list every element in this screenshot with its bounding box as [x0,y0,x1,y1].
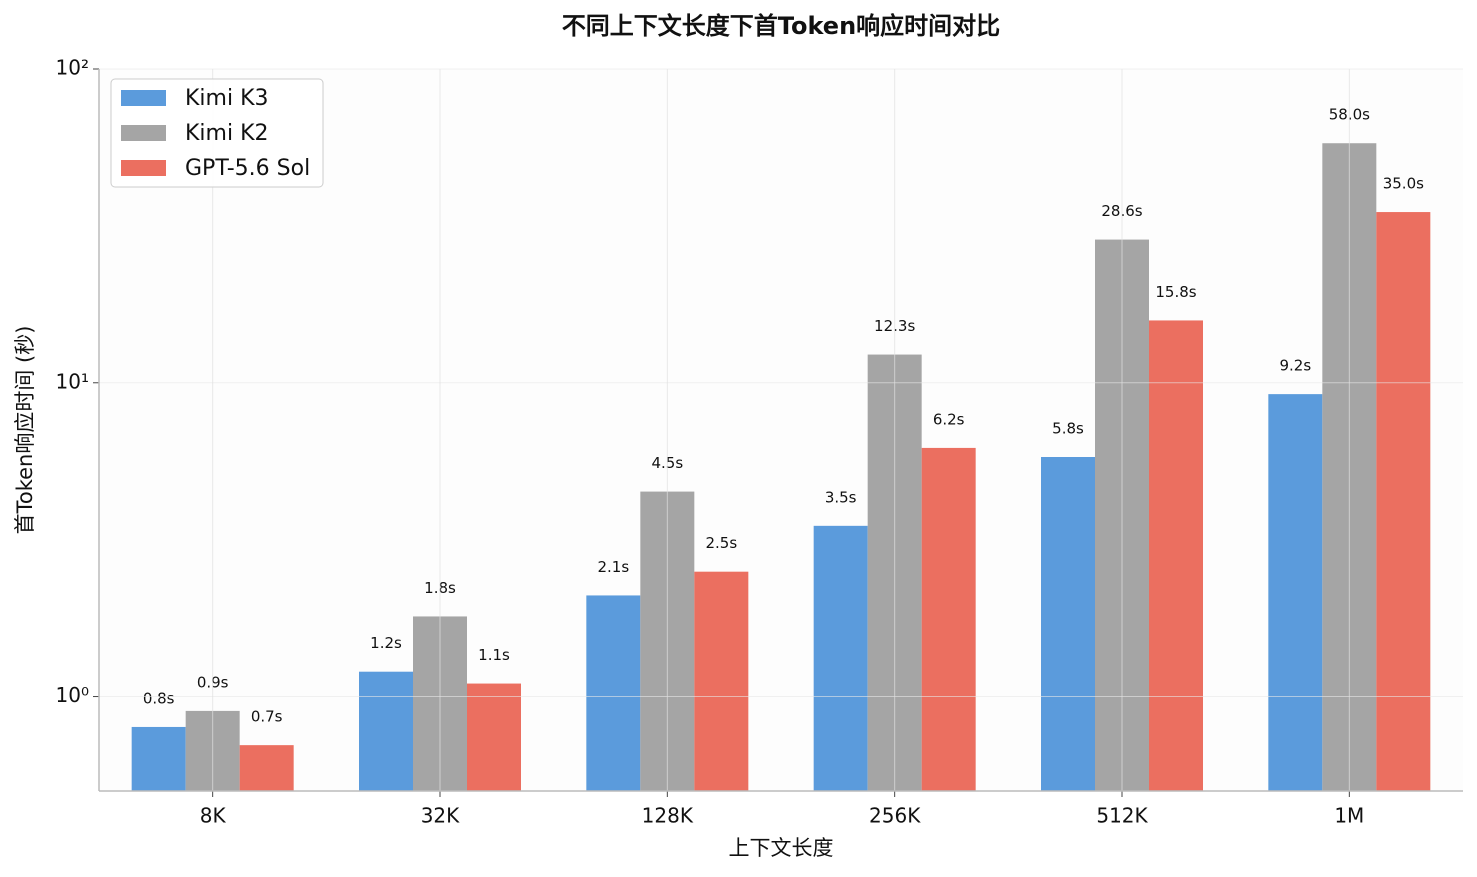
value-label: 1.2s [370,634,402,652]
value-label: 15.8s [1155,283,1196,301]
y-axis-label: 首Token响应时间 (秒) [13,326,37,535]
bar [813,525,868,791]
x-axis-label: 上下文长度 [729,836,834,860]
legend-swatch [121,90,166,106]
value-label: 0.8s [143,689,175,707]
value-label: 2.5s [705,534,737,552]
plot-area [99,69,1463,791]
bar [1149,320,1203,791]
bar [1268,394,1323,791]
value-label: 1.1s [478,646,510,664]
y-tick-label: 10⁰ [56,683,89,707]
x-tick-label: 512K [1096,804,1148,828]
legend-swatch [121,125,166,141]
bar [467,683,521,791]
value-label: 5.8s [1052,420,1084,438]
value-label: 35.0s [1383,175,1424,193]
x-tick-label: 1M [1334,804,1364,828]
bar [1376,212,1431,791]
chart-title: 不同上下文长度下首Token响应时间对比 [562,12,1000,40]
bar [586,595,641,791]
y-tick-label: 10¹ [56,369,89,393]
legend-swatch [121,160,166,176]
x-tick-label: 32K [421,804,460,828]
bar [921,447,976,791]
x-tick-label: 128K [642,804,694,828]
value-label: 0.7s [251,708,283,726]
legend-label: Kimi K3 [185,86,269,111]
value-label: 3.5s [825,488,857,506]
bar [131,726,186,791]
y-tick-label: 10² [56,56,89,80]
legend-label: Kimi K2 [185,121,269,146]
value-label: 9.2s [1279,357,1311,375]
value-label: 2.1s [597,558,629,576]
bar [359,671,413,791]
x-tick-label: 256K [869,804,921,828]
bar [239,745,294,791]
x-tick-label: 8K [200,804,227,828]
bar [694,571,749,791]
value-label: 6.2s [933,410,965,428]
legend-label: GPT-5.6 Sol [185,156,310,181]
bar [1041,457,1095,791]
